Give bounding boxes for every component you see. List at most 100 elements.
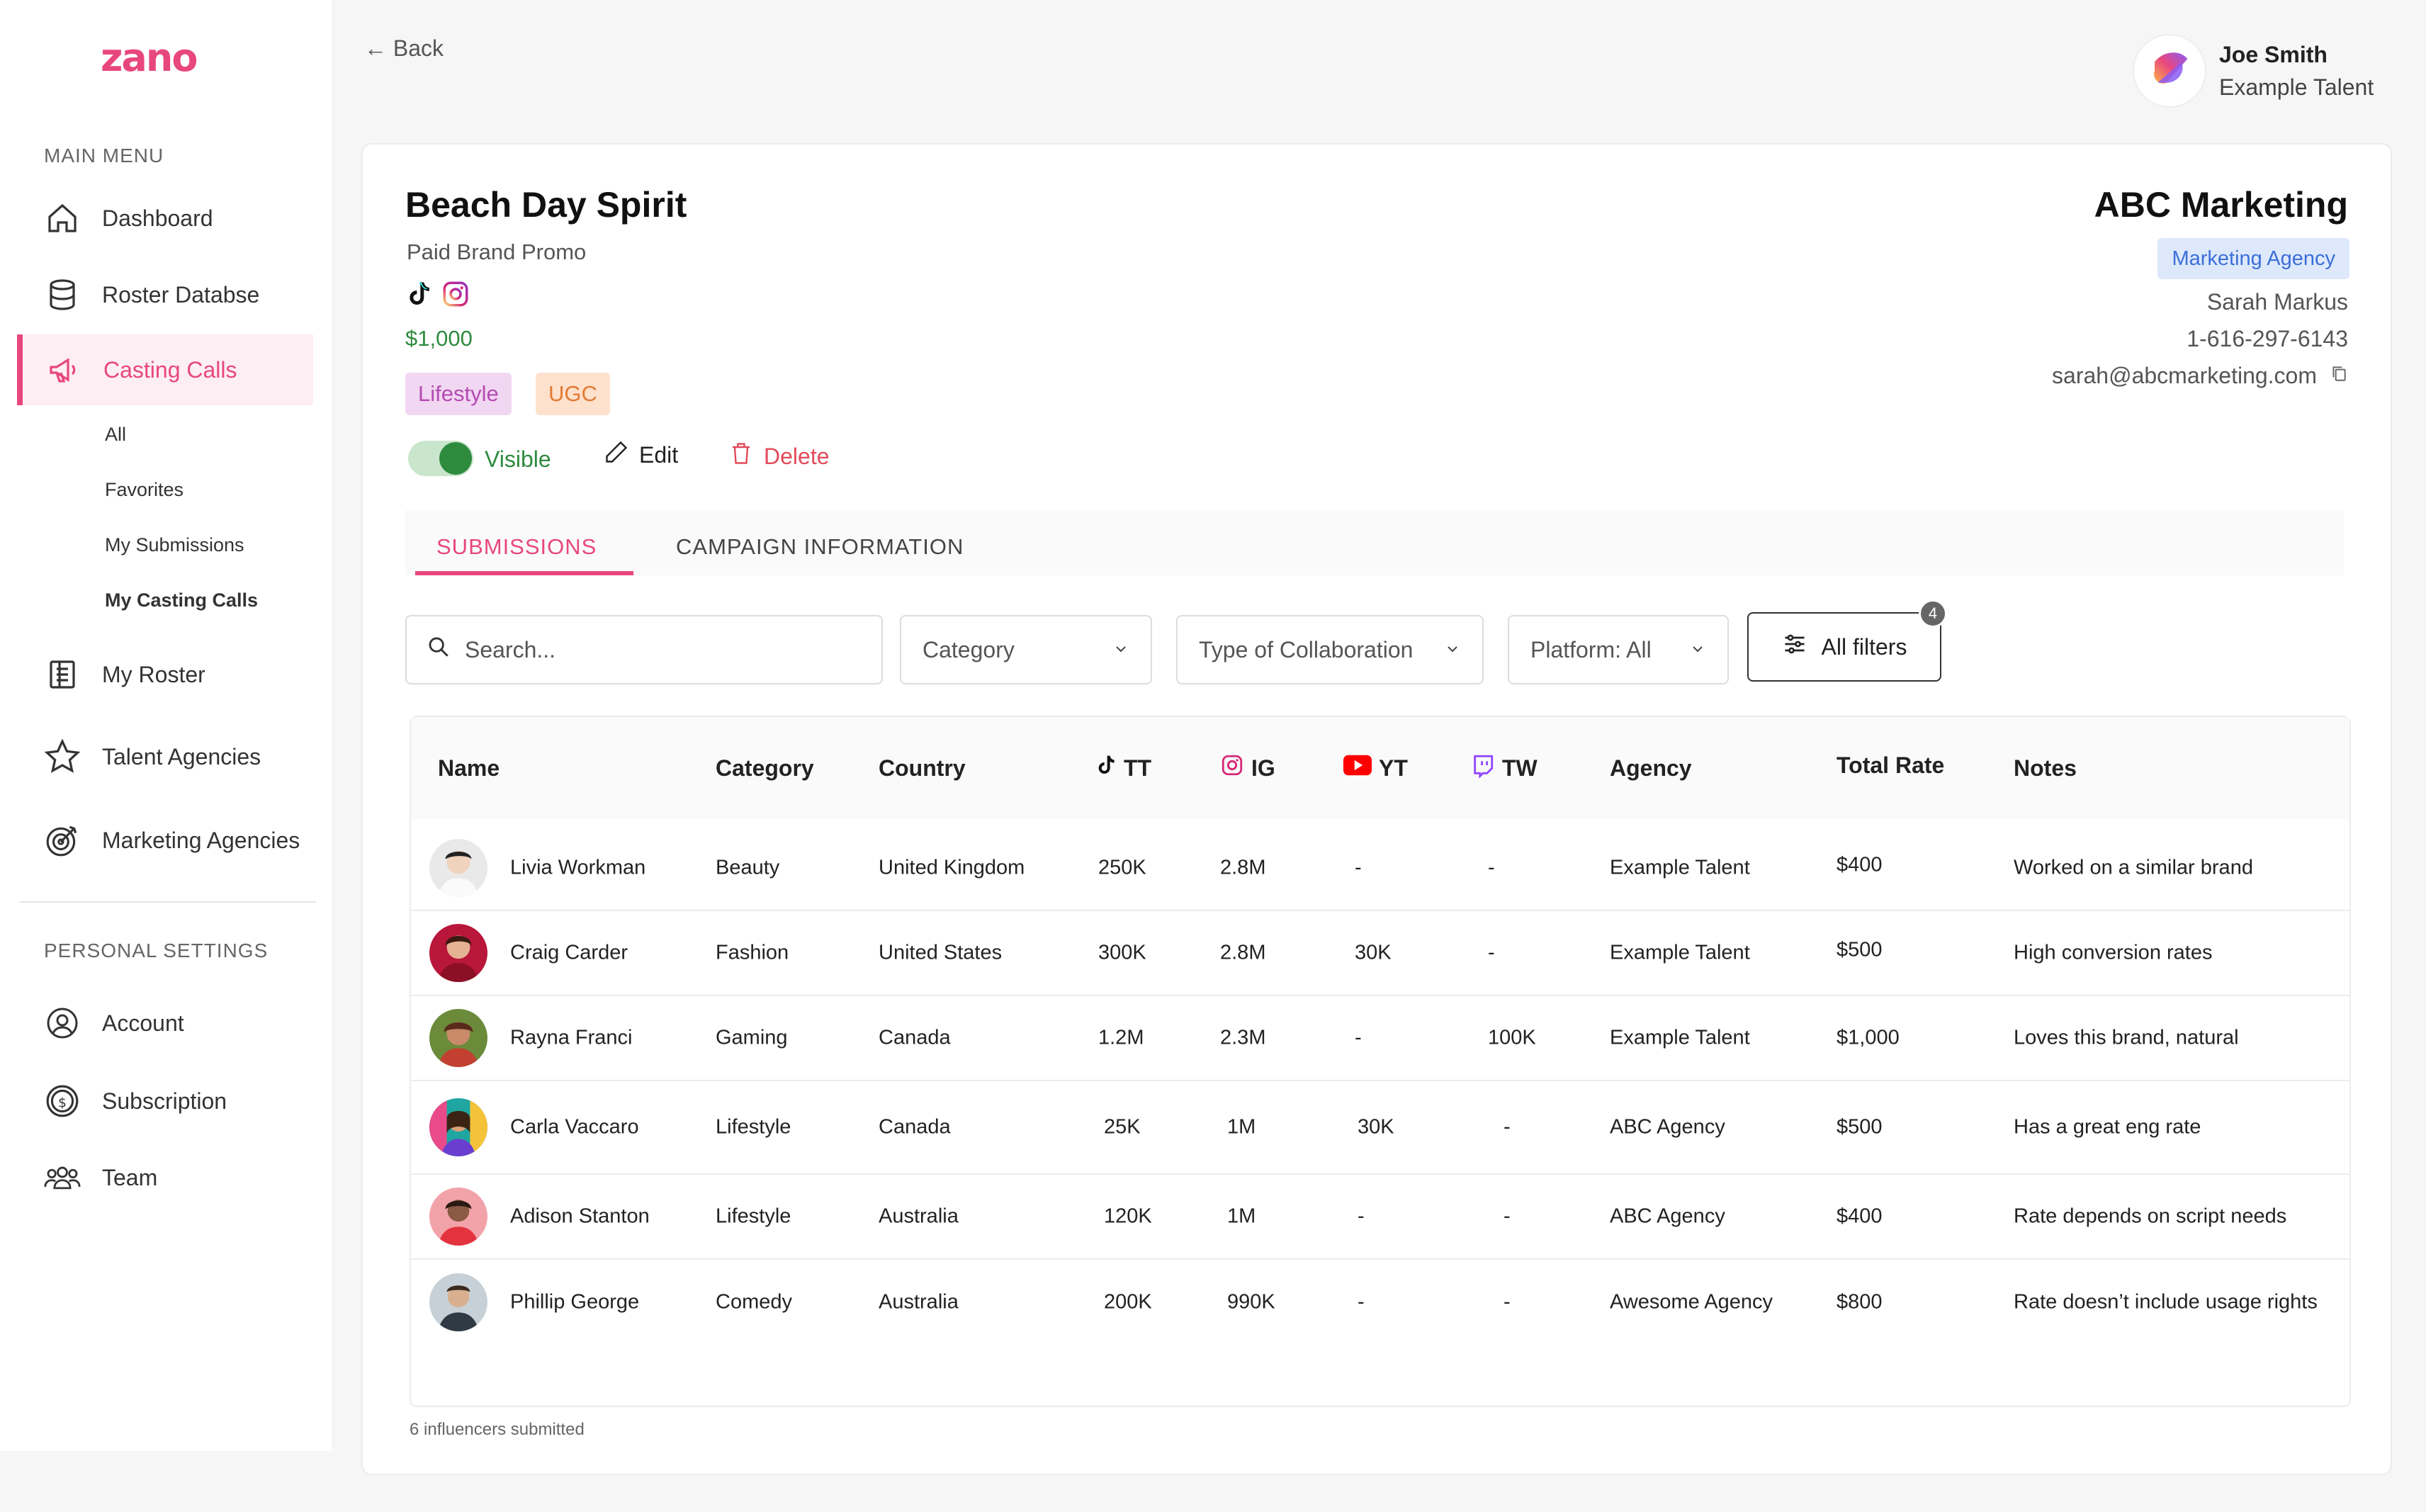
instagram-icon <box>1220 753 1244 783</box>
all-filters-button[interactable]: All filters 4 <box>1747 599 1947 682</box>
sidebar-item-label: Talent Agencies <box>102 743 261 769</box>
cell-agency: ABC Agency <box>1610 1115 1725 1139</box>
cell-tw: - <box>1488 856 1495 879</box>
tab-active-indicator <box>415 571 633 575</box>
col-tiktok-label: TT <box>1124 755 1152 781</box>
col-category[interactable]: Category <box>716 755 814 781</box>
cell-notes: Rate doesn’t include usage rights <box>2014 1290 2318 1314</box>
col-tiktok[interactable]: TT <box>1094 748 1151 788</box>
chevron-down-icon <box>1112 637 1129 663</box>
cell-name[interactable]: Adison Stanton <box>510 1204 650 1228</box>
cell-notes: Rate depends on script needs <box>2014 1204 2287 1228</box>
col-twitch-label: TW <box>1502 755 1538 781</box>
col-total-rate[interactable]: Total Rate <box>1837 752 1945 778</box>
delete-button[interactable]: Delete <box>728 439 830 473</box>
search-icon <box>427 635 451 665</box>
edit-button[interactable]: Edit <box>604 439 678 470</box>
sub-item-my-casting-calls[interactable]: My Casting Calls <box>105 589 259 611</box>
cell-tt: 200K <box>1104 1290 1152 1314</box>
sidebar-item-casting-calls[interactable]: Casting Calls <box>17 334 313 405</box>
cell-tt: 25K <box>1104 1115 1141 1139</box>
cell-rate: $1,000 <box>1837 1026 1900 1049</box>
sidebar-item-talent-agencies[interactable]: Talent Agencies <box>17 721 313 792</box>
cell-tw: 100K <box>1488 1026 1536 1049</box>
back-link[interactable]: ← Back <box>364 35 444 61</box>
cell-agency: Awesome Agency <box>1610 1290 1773 1314</box>
cell-agency: Example Talent <box>1610 1026 1750 1049</box>
campaign-price: $1,000 <box>405 326 473 351</box>
cell-yt: 30K <box>1355 941 1392 964</box>
category-dropdown[interactable]: Category <box>900 615 1152 684</box>
database-icon <box>44 276 81 313</box>
col-twitch[interactable]: TW <box>1471 748 1538 788</box>
copy-icon[interactable] <box>2330 363 2348 389</box>
zano-logo[interactable]: zano <box>101 35 198 80</box>
cell-rate: $500 <box>1837 938 1883 961</box>
cell-category: Comedy <box>716 1290 792 1314</box>
avatar <box>429 1187 487 1246</box>
svg-text:$: $ <box>58 1095 67 1110</box>
col-instagram[interactable]: IG <box>1220 748 1275 788</box>
cell-name[interactable]: Craig Carder <box>510 941 628 964</box>
sidebar: zano MAIN MENU Dashboard Roster Databse … <box>0 0 332 1451</box>
col-country[interactable]: Country <box>879 755 966 781</box>
col-agency[interactable]: Agency <box>1610 755 1692 781</box>
visible-toggle[interactable] <box>408 441 473 476</box>
cell-rate: $500 <box>1837 1115 1883 1139</box>
col-name[interactable]: Name <box>438 755 500 781</box>
cell-country: Canada <box>879 1115 951 1139</box>
sidebar-item-roster-database[interactable]: Roster Databse <box>17 259 313 330</box>
submission-count: 6 influencers submitted <box>410 1420 585 1439</box>
collaboration-dropdown-label: Type of Collaboration <box>1199 636 1414 662</box>
star-icon <box>44 738 81 775</box>
cell-yt: 30K <box>1358 1115 1394 1139</box>
cell-name[interactable]: Phillip George <box>510 1290 640 1314</box>
company-name: ABC Marketing <box>2094 185 2348 225</box>
table-row[interactable]: Livia Workman Beauty United Kingdom 250K… <box>411 826 2349 911</box>
sidebar-item-dashboard[interactable]: Dashboard <box>17 183 313 254</box>
table-row[interactable]: Phillip George Comedy Australia 200K 990… <box>411 1260 2349 1345</box>
cell-name[interactable]: Livia Workman <box>510 856 646 879</box>
cell-notes: Has a great eng rate <box>2014 1115 2201 1139</box>
search-input[interactable]: Search... <box>405 615 883 684</box>
table-row[interactable]: Adison Stanton Lifestyle Australia 120K … <box>411 1175 2349 1260</box>
cell-name[interactable]: Carla Vaccaro <box>510 1115 639 1139</box>
megaphone-icon <box>45 351 82 388</box>
collaboration-dropdown[interactable]: Type of Collaboration <box>1176 615 1484 684</box>
col-notes[interactable]: Notes <box>2014 755 2077 781</box>
sub-item-all[interactable]: All <box>105 424 127 445</box>
sub-item-my-submissions[interactable]: My Submissions <box>105 534 244 555</box>
main-menu-title: MAIN MENU <box>44 145 164 167</box>
category-dropdown-label: Category <box>923 636 1015 662</box>
chevron-down-icon <box>1689 637 1706 663</box>
platform-dropdown[interactable]: Platform: All <box>1508 615 1729 684</box>
sidebar-item-label: Team <box>102 1164 158 1190</box>
tiktok-icon <box>404 279 432 312</box>
sliders-icon <box>1782 631 1807 662</box>
sub-item-favorites[interactable]: Favorites <box>105 479 184 500</box>
sidebar-item-my-roster[interactable]: My Roster <box>17 639 313 710</box>
cell-name[interactable]: Rayna Franci <box>510 1026 633 1049</box>
sidebar-item-account[interactable]: Account <box>17 988 313 1059</box>
tab-campaign-information[interactable]: CAMPAIGN INFORMATION <box>676 534 964 559</box>
personal-settings-title: PERSONAL SETTINGS <box>44 940 269 961</box>
table-row[interactable]: Carla Vaccaro Lifestyle Canada 25K 1M 30… <box>411 1081 2349 1175</box>
table-row[interactable]: Craig Carder Fashion United States 300K … <box>411 911 2349 996</box>
sidebar-item-subscription[interactable]: $ Subscription <box>17 1066 313 1136</box>
sidebar-item-marketing-agencies[interactable]: Marketing Agencies <box>17 805 313 876</box>
cell-tt: 1.2M <box>1098 1026 1144 1049</box>
user-profile[interactable]: Joe Smith Example Talent <box>2133 34 2374 108</box>
user-name: Joe Smith <box>2219 42 2328 67</box>
cell-tw: - <box>1488 941 1495 964</box>
contact-phone: 1-616-297-6143 <box>2187 326 2348 351</box>
sidebar-divider <box>20 901 316 903</box>
edit-label: Edit <box>639 441 679 468</box>
col-youtube[interactable]: YT <box>1343 748 1408 788</box>
cell-tw: - <box>1503 1204 1511 1228</box>
cell-yt: - <box>1355 1026 1362 1049</box>
campaign-title: Beach Day Spirit <box>405 185 687 225</box>
tab-submissions[interactable]: SUBMISSIONS <box>436 534 597 559</box>
sidebar-item-team[interactable]: Team <box>17 1142 313 1213</box>
campaign-type: Paid Brand Promo <box>407 239 587 264</box>
table-row[interactable]: Rayna Franci Gaming Canada 1.2M 2.3M - 1… <box>411 996 2349 1081</box>
